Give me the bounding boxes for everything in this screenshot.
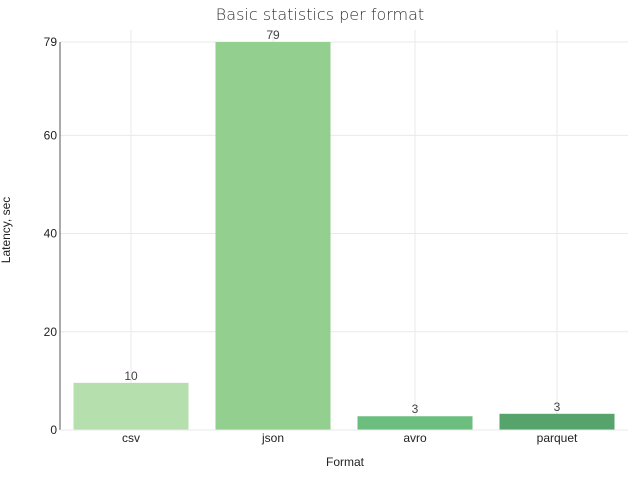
y-tick-label: 20 [44, 325, 58, 339]
x-axis-label: Format [326, 455, 365, 469]
x-tick-label: csv [122, 431, 140, 445]
bar-json [215, 42, 331, 430]
bar-csv [73, 382, 189, 430]
y-tick-label: 60 [44, 128, 58, 142]
x-tick-label: avro [403, 431, 427, 445]
y-tick-label: 0 [50, 423, 57, 437]
chart-title: Basic statistics per format [216, 5, 424, 24]
data-label-csv: 10 [124, 369, 138, 383]
axes: 0 20 40 60 79 csv json avro parquet [44, 35, 628, 445]
y-tick-label: 79 [44, 35, 58, 49]
x-tick-label: json [261, 431, 284, 445]
data-labels: 10 79 3 3 [124, 28, 560, 416]
data-label-json: 79 [266, 28, 280, 42]
bars [73, 42, 615, 430]
grid [60, 30, 628, 430]
bar-avro [357, 416, 473, 430]
data-label-avro: 3 [412, 402, 419, 416]
y-tick-label: 40 [44, 227, 58, 241]
bar-parquet [499, 413, 615, 430]
x-tick-label: parquet [537, 431, 578, 445]
y-axis-label: Latency, sec [0, 197, 13, 263]
data-label-parquet: 3 [554, 400, 561, 414]
